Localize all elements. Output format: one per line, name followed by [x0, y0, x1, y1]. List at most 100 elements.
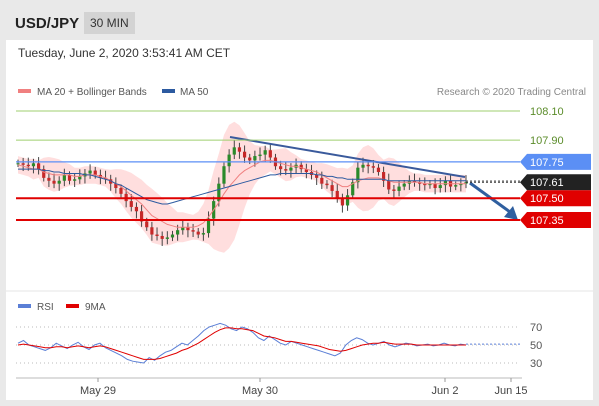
- candle-body: [217, 183, 221, 202]
- candle-body: [412, 180, 417, 183]
- rsi-tick-label-70: 70: [530, 322, 542, 334]
- price-plot: [16, 121, 520, 253]
- candle-body: [47, 177, 51, 181]
- ma9-legend-swatch: [66, 304, 79, 308]
- currency-pair: USD/JPY: [15, 15, 80, 32]
- credit-text: Research © 2020 Trading Central: [437, 87, 586, 98]
- candle-body: [279, 166, 283, 170]
- level-tag-107.61: [520, 174, 591, 191]
- candle-body: [139, 211, 144, 222]
- candle-body: [160, 235, 164, 239]
- candle-body: [397, 186, 401, 191]
- rsi-tick-label-30: 30: [530, 358, 542, 370]
- forecast-arrow-head: [504, 206, 518, 220]
- x-axis-ticks: May 29 May 30 Jun 2 Jun 15: [80, 378, 528, 397]
- candle-body: [93, 170, 97, 175]
- candle-body: [320, 177, 324, 184]
- candle-body: [356, 167, 360, 183]
- candle-body: [248, 157, 252, 161]
- candle-body: [253, 156, 257, 161]
- candle-body: [78, 176, 82, 180]
- ma50-legend-label: MA 50: [180, 87, 209, 98]
- candle-body: [402, 183, 406, 187]
- level-label-107.75: 107.75: [530, 157, 564, 169]
- candle-body: [57, 180, 61, 184]
- candle-body: [73, 179, 77, 181]
- candle-body: [258, 154, 262, 157]
- candle-body: [428, 183, 432, 186]
- candle-body: [114, 183, 118, 189]
- level-tag-107.35: [520, 212, 591, 228]
- candle-body: [361, 164, 365, 168]
- candle-body: [330, 185, 334, 191]
- candle-body: [464, 182, 468, 184]
- candle-body: [145, 221, 149, 228]
- candle-body: [88, 170, 92, 174]
- candle-body: [67, 174, 72, 181]
- candle-body: [443, 180, 448, 186]
- rsi-plot: 70 50 30: [16, 322, 542, 370]
- candle-body: [150, 227, 154, 235]
- candle-body: [366, 164, 370, 167]
- resistance-trendline: [229, 136, 466, 178]
- candle-body: [237, 147, 242, 152]
- price-levels: 108.10 107.90 107.75 107.61 107.50 107.35: [16, 106, 591, 228]
- candle-body: [242, 151, 247, 158]
- candle-body: [299, 164, 303, 170]
- level-tag-107.75: [520, 153, 591, 170]
- level-label-107.90: 107.90: [530, 135, 564, 147]
- timestamp: Tuesday, June 2, 2020 3:53:41 AM CET: [18, 46, 231, 60]
- bollinger-band: [18, 121, 466, 253]
- x-tick-label: May 29: [80, 385, 116, 397]
- candle-body: [21, 163, 25, 165]
- candle-body: [387, 180, 391, 190]
- candle-body: [170, 234, 175, 238]
- candle-body: [62, 174, 66, 181]
- candle-body: [289, 167, 293, 171]
- candle-body: [155, 234, 159, 236]
- timeframe-button[interactable]: 30 MIN: [84, 12, 135, 34]
- candle-body: [31, 163, 36, 167]
- candle-body: [438, 185, 442, 189]
- x-tick-label: Jun 2: [432, 385, 459, 397]
- candle-body: [340, 198, 345, 206]
- candle-body: [109, 179, 113, 184]
- candle-body: [181, 227, 185, 231]
- ma50-legend-swatch: [162, 89, 175, 93]
- candle-body: [263, 150, 267, 155]
- candle-body: [371, 166, 375, 168]
- rsi-ma9-line: [17, 327, 466, 360]
- x-tick-label: Jun 15: [494, 385, 527, 397]
- rsi-legend-label: RSI: [37, 302, 54, 313]
- rsi-line: [17, 322, 467, 364]
- candle-body: [134, 206, 139, 212]
- candle-body: [103, 177, 108, 180]
- level-label-107.50: 107.50: [530, 193, 564, 205]
- rsi-legend-swatch: [18, 304, 31, 308]
- ma20-legend-swatch: [18, 89, 31, 93]
- candle-body: [459, 183, 463, 186]
- candle-body: [392, 189, 396, 191]
- ma9-legend-label: 9MA: [85, 302, 106, 313]
- rsi-tick-label-50: 50: [530, 340, 542, 352]
- candle-body: [176, 230, 180, 235]
- candle-body: [433, 183, 437, 189]
- level-label-107.61: 107.61: [530, 177, 564, 189]
- candle-body: [382, 172, 386, 181]
- candle-body: [201, 233, 205, 235]
- candle-body: [345, 195, 350, 206]
- candle-body: [268, 150, 272, 158]
- header: USD/JPY 30 MIN: [0, 0, 599, 44]
- candle-body: [227, 154, 231, 167]
- candle-body: [232, 147, 236, 155]
- candle-body: [423, 183, 427, 186]
- candle-body: [304, 169, 308, 173]
- candle-body: [16, 163, 20, 165]
- candle-body: [376, 167, 381, 173]
- candle-body: [186, 227, 190, 231]
- level-tag-107.50: [520, 190, 591, 207]
- candle-body: [165, 237, 169, 239]
- candle-body: [222, 166, 226, 184]
- candle-body: [284, 169, 288, 171]
